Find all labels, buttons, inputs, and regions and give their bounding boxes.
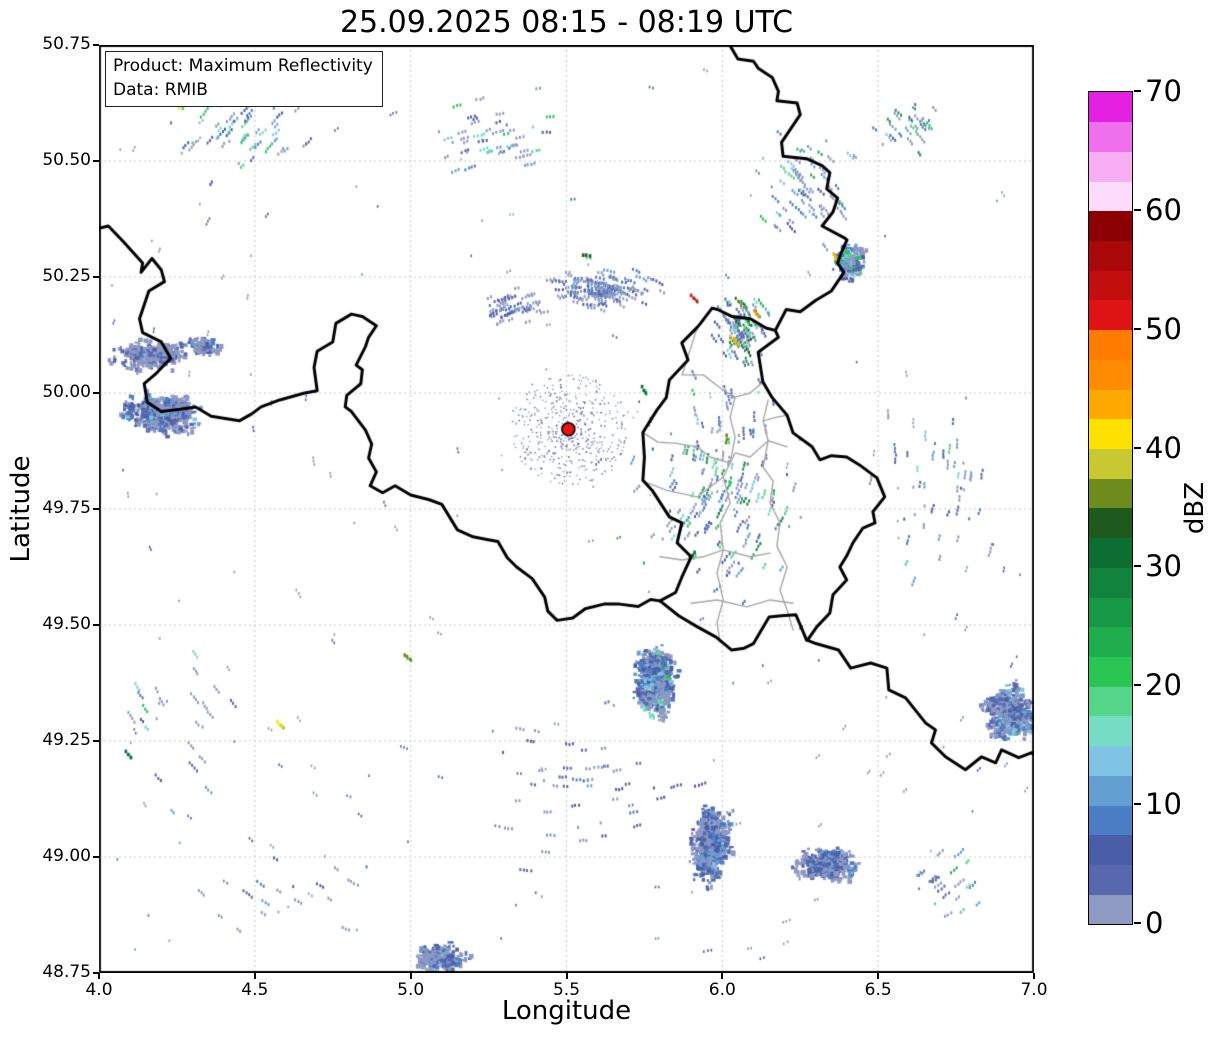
y-tick-mark — [93, 740, 99, 742]
colorbar-segment — [1089, 151, 1132, 182]
colorbar-segment — [1089, 389, 1132, 420]
colorbar-segment — [1089, 597, 1132, 628]
colorbar-segment — [1089, 448, 1132, 479]
y-tick-label: 49.75 — [42, 498, 91, 518]
colorbar-segment — [1089, 864, 1132, 895]
colorbar-segment — [1089, 567, 1132, 598]
colorbar-tick-mark — [1134, 208, 1141, 211]
y-tick-mark — [93, 856, 99, 858]
colorbar-tick-mark — [1134, 327, 1141, 330]
x-tick-label: 7.0 — [1020, 980, 1048, 1000]
x-tick-label: 5.0 — [397, 980, 425, 1000]
colorbar-segment — [1089, 508, 1132, 539]
colorbar-tick-label: 70 — [1145, 74, 1182, 108]
x-tick-label: 4.0 — [85, 980, 113, 1000]
data-source-line: Data: RMIB — [113, 80, 208, 100]
colorbar — [1088, 91, 1133, 925]
colorbar-tick-label: 30 — [1145, 549, 1182, 584]
y-tick-label: 50.50 — [42, 150, 91, 170]
y-tick-mark — [93, 972, 99, 974]
y-axis-label: Latitude — [6, 455, 36, 563]
colorbar-segment — [1089, 121, 1132, 152]
colorbar-segment — [1089, 270, 1132, 301]
colorbar-segment — [1089, 300, 1132, 331]
x-tick-mark — [877, 973, 880, 979]
colorbar-segment — [1089, 92, 1132, 123]
colorbar-tick-label: 0 — [1145, 906, 1164, 940]
product-line: Product: Maximum Reflectivity — [113, 56, 373, 76]
x-tick-label: 6.5 — [864, 980, 892, 1000]
colorbar-segment — [1089, 240, 1132, 271]
colorbar-tick-mark — [1134, 446, 1141, 449]
colorbar-segment — [1089, 329, 1132, 360]
colorbar-tick-mark — [1134, 684, 1141, 687]
y-tick-mark — [93, 624, 99, 626]
colorbar-tick-mark — [1134, 803, 1141, 806]
colorbar-segment — [1089, 181, 1132, 212]
colorbar-tick-label: 10 — [1145, 787, 1182, 822]
product-info-box: Product: Maximum Reflectivity Data: RMIB — [105, 51, 383, 107]
x-tick-mark — [98, 973, 100, 979]
colorbar-segment — [1089, 745, 1132, 776]
map-canvas — [99, 45, 1034, 973]
colorbar-segment — [1089, 478, 1132, 509]
x-tick-mark — [409, 973, 412, 979]
colorbar-segment — [1089, 418, 1132, 450]
colorbar-segment — [1089, 834, 1132, 866]
y-tick-label: 49.50 — [42, 614, 91, 634]
x-tick-mark — [565, 973, 568, 979]
y-tick-label: 49.25 — [42, 730, 91, 750]
colorbar-segment — [1089, 359, 1132, 390]
y-tick-mark — [93, 392, 99, 394]
y-tick-label: 50.25 — [42, 266, 91, 286]
figure-title: 25.09.2025 08:15 - 08:19 UTC — [339, 5, 794, 40]
colorbar-segment — [1089, 656, 1132, 687]
y-tick-label: 50.75 — [42, 34, 91, 54]
y-tick-mark — [93, 44, 99, 46]
colorbar-label: dBZ — [1180, 481, 1210, 535]
colorbar-tick-mark — [1134, 565, 1141, 568]
x-tick-mark — [721, 973, 724, 979]
colorbar-tick-mark — [1134, 922, 1141, 924]
y-tick-mark — [93, 508, 99, 510]
colorbar-segment — [1089, 716, 1132, 747]
colorbar-segment — [1089, 805, 1132, 836]
colorbar-segment — [1089, 686, 1132, 717]
y-tick-label: 49.00 — [42, 846, 91, 866]
colorbar-segment — [1089, 894, 1132, 925]
x-tick-label: 4.5 — [241, 980, 269, 1000]
colorbar-tick-mark — [1134, 90, 1141, 92]
colorbar-tick-label: 60 — [1145, 192, 1182, 227]
x-tick-label: 5.5 — [552, 980, 581, 1000]
y-tick-mark — [93, 276, 99, 278]
colorbar-tick-label: 20 — [1145, 668, 1182, 703]
y-tick-label: 50.00 — [42, 382, 91, 402]
colorbar-segment — [1089, 775, 1132, 806]
y-tick-label: 48.75 — [42, 962, 91, 982]
x-axis-label: Longitude — [501, 996, 632, 1026]
colorbar-tick-label: 50 — [1145, 311, 1182, 346]
y-tick-mark — [93, 160, 99, 162]
colorbar-segment — [1089, 537, 1132, 568]
colorbar-segment — [1089, 626, 1132, 658]
x-tick-mark — [253, 973, 256, 979]
x-tick-label: 6.0 — [708, 980, 736, 1000]
colorbar-tick-label: 40 — [1145, 430, 1182, 465]
colorbar-segment — [1089, 210, 1132, 242]
x-tick-mark — [1033, 973, 1035, 979]
